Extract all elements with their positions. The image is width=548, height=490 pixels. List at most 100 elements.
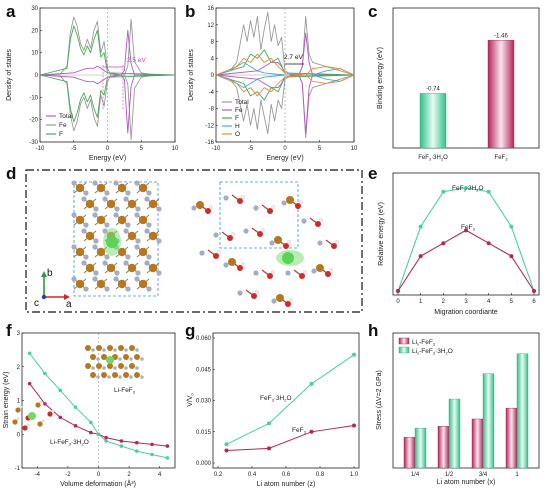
y-axis-label: Binding energy (eV): [377, 47, 384, 109]
y-tick-label: -8: [209, 107, 215, 113]
x-tick-label: -4: [35, 472, 41, 478]
fe-atom: [148, 263, 158, 273]
fe-atom: [75, 215, 85, 225]
f-atom: [91, 348, 95, 352]
legend: Lix-FeF3 Lix-FeF3·3H2O: [398, 337, 453, 356]
f-atom: [96, 375, 100, 379]
fe-atom: [138, 215, 148, 225]
h-atom: [289, 298, 293, 302]
series-line-1: [397, 229, 535, 292]
panel-label-g: g: [185, 321, 195, 340]
dos-line-fe-up: [39, 29, 175, 76]
fe-atom: [117, 279, 127, 289]
o-atom: [283, 243, 289, 249]
y-tick-label: 0.060: [196, 336, 212, 342]
fe-atom: [129, 363, 135, 369]
data-point: [150, 452, 154, 457]
f-atom: [125, 190, 131, 196]
category-label: 1: [515, 472, 519, 478]
dos-line-o-up: [215, 53, 355, 76]
category-label: 1/4: [411, 472, 420, 478]
bar-lix-fef3-3h2o-1: [448, 398, 461, 469]
fe-atom: [276, 294, 284, 302]
f-atom: [83, 254, 89, 260]
category-label-0: FeF3·3H2O: [418, 155, 448, 162]
f-atom: [83, 190, 89, 196]
legend-o: O: [235, 131, 240, 138]
plot-frame: [392, 7, 540, 149]
category-label: 3/4: [479, 472, 488, 478]
series-line-1: [226, 425, 355, 451]
f-atom: [125, 286, 131, 292]
data-point: [73, 424, 78, 428]
f-atom: [104, 286, 110, 292]
fe-atom: [96, 183, 106, 193]
fe-atom: [101, 372, 107, 378]
x-tick-label: 5: [510, 299, 514, 305]
f-atom: [140, 375, 144, 379]
x-tick-label: 3: [464, 299, 468, 305]
h-atom: [16, 417, 20, 421]
li-atom: [106, 356, 114, 364]
data-point: [89, 420, 93, 425]
panel-label-a: a: [6, 2, 16, 21]
f-atom: [81, 228, 87, 234]
data-point: [464, 228, 468, 233]
series-label-fef3-3h2o: FeF3·3H2O: [260, 395, 292, 403]
f-atom: [118, 375, 122, 379]
dos-line-total-up: [215, 11, 355, 76]
panel-label-f: f: [6, 321, 12, 340]
x-tick-label: 0: [97, 472, 101, 478]
data-point: [309, 429, 314, 434]
fe-atom: [123, 372, 129, 378]
data-point: [509, 254, 514, 259]
y-tick-label: 12: [207, 23, 214, 29]
fe-atom: [316, 264, 324, 272]
f-atom: [156, 206, 162, 212]
legend: Total Fe F H O: [222, 99, 249, 138]
data-point: [509, 224, 514, 229]
series-label-fef3-3h2o: FeF3·3H2O: [452, 185, 484, 193]
data-point: [352, 423, 356, 428]
f-atom: [102, 260, 108, 266]
x-tick-label: -5: [71, 146, 77, 152]
fe-atom: [85, 199, 95, 209]
f-atom: [93, 238, 99, 244]
legend-lix-fef3-3h2o: Lix-FeF3·3H2O: [412, 348, 453, 356]
data-point: [418, 254, 423, 259]
h-atom: [51, 409, 55, 413]
fe-atom: [85, 231, 95, 241]
fe-atom: [96, 363, 102, 369]
data-point: [224, 448, 229, 453]
fe-atom: [134, 372, 140, 378]
data-point: [418, 224, 423, 229]
data-label-0: -0.74: [426, 86, 440, 92]
dos-line-total-down: [215, 74, 355, 139]
h-atom: [217, 250, 221, 254]
f-atom: [124, 366, 128, 370]
data-point: [58, 415, 63, 420]
y-tick-label: 4: [211, 56, 215, 62]
o-atom: [299, 273, 305, 279]
f-atom: [243, 228, 249, 234]
data-point: [165, 444, 170, 448]
f-atom: [81, 260, 87, 266]
f-atom: [96, 357, 100, 361]
legend-h: H: [235, 123, 240, 130]
data-point: [396, 289, 400, 293]
fe-atom: [107, 363, 113, 369]
data-point: [309, 381, 314, 386]
panel-border: [25, 169, 363, 313]
o-atom: [237, 265, 243, 271]
f-atom: [223, 195, 229, 201]
f-atom: [81, 196, 87, 202]
series-label-fef3: FeF3: [461, 224, 476, 232]
f-atom: [113, 276, 119, 282]
o-atom: [267, 208, 273, 214]
y-tick-label: 20: [31, 28, 38, 34]
f-atom: [146, 286, 152, 292]
bar-lix-fef3-3h2o-0: [414, 427, 427, 469]
data-point: [441, 241, 446, 246]
fe-atom: [138, 247, 148, 257]
h-atom: [335, 240, 339, 244]
